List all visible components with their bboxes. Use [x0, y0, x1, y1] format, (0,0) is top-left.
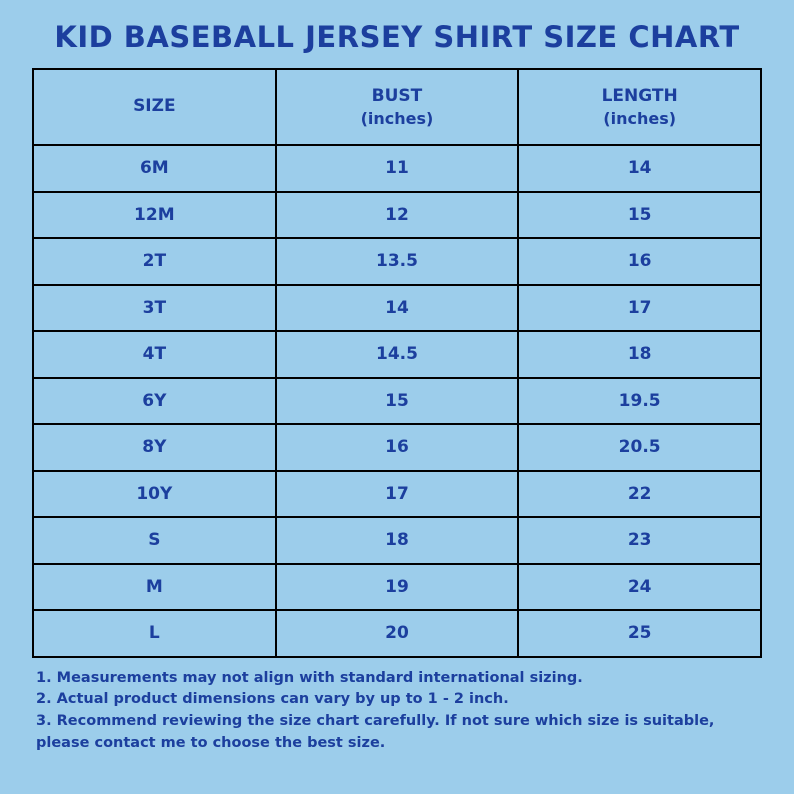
table-row: 6Y 15 19.5	[32, 376, 762, 425]
table-row: 6M 11 14	[32, 144, 762, 193]
table-cell: 14.5	[274, 330, 520, 379]
size-table: SIZE BUST (inches) LENGTH (inches)	[32, 68, 762, 658]
table-row: 12M 12 15	[32, 190, 762, 239]
table-row: 2T 13.5 16	[32, 237, 762, 286]
size-table-body: 6M 11 14 12M 12 15 2T 13.5 16 3T 14 17 4T 14.5 18 6Y 15 1…	[32, 144, 762, 658]
table-row: 4T 14.5 18	[32, 330, 762, 379]
table-cell: 4T	[32, 330, 277, 379]
table-cell: 17	[274, 469, 520, 518]
header-length-unit: (inches)	[603, 109, 677, 128]
table-cell: 6Y	[32, 376, 277, 425]
table-cell: M	[32, 562, 277, 611]
table-cell: 25	[517, 609, 762, 658]
table-cell: 11	[274, 144, 520, 193]
table-row: L 20 25	[32, 609, 762, 658]
table-cell: 10Y	[32, 469, 277, 518]
table-cell: L	[32, 609, 277, 658]
table-row: 8Y 16 20.5	[32, 423, 762, 472]
header-size-label: SIZE	[133, 95, 176, 116]
table-cell: 19.5	[517, 376, 762, 425]
header-cell-size: SIZE	[32, 68, 277, 146]
table-row: S 18 23	[32, 516, 762, 565]
table-cell: 20.5	[517, 423, 762, 472]
table-cell: 16	[274, 423, 520, 472]
table-cell: 3T	[32, 283, 277, 332]
header-cell-bust: BUST (inches)	[274, 68, 520, 146]
table-row: 3T 14 17	[32, 283, 762, 332]
table-cell: 22	[517, 469, 762, 518]
note-line: 3. Recommend reviewing the size chart ca…	[36, 713, 715, 751]
table-cell: 2T	[32, 237, 277, 286]
note-line: 1. Measurements may not align with stand…	[36, 669, 583, 686]
table-cell: S	[32, 516, 277, 565]
header-cell-length: LENGTH (inches)	[517, 68, 762, 146]
table-cell: 12M	[32, 190, 277, 239]
table-cell: 19	[274, 562, 520, 611]
table-row: M 19 24	[32, 562, 762, 611]
table-cell: 14	[274, 283, 520, 332]
size-table-header: SIZE BUST (inches) LENGTH (inches)	[32, 68, 762, 146]
header-bust-unit: (inches)	[360, 109, 434, 128]
table-cell: 8Y	[32, 423, 277, 472]
table-cell: 18	[517, 330, 762, 379]
note-line: 2. Actual product dimensions can vary by…	[36, 691, 509, 708]
table-row: 10Y 17 22	[32, 469, 762, 518]
table-cell: 6M	[32, 144, 277, 193]
table-cell: 14	[517, 144, 762, 193]
table-cell: 18	[274, 516, 520, 565]
table-cell: 12	[274, 190, 520, 239]
table-cell: 23	[517, 516, 762, 565]
notes-list: 1. Measurements may not align with stand…	[36, 668, 758, 755]
table-cell: 24	[517, 562, 762, 611]
table-cell: 15	[274, 376, 520, 425]
table-cell: 13.5	[274, 237, 520, 286]
table-cell: 15	[517, 190, 762, 239]
header-row: SIZE BUST (inches) LENGTH (inches)	[32, 68, 762, 146]
header-length-label: LENGTH	[601, 86, 678, 106]
header-bust-label: BUST	[371, 86, 423, 106]
table-cell: 17	[517, 283, 762, 332]
table-cell: 16	[517, 237, 762, 286]
page-title: KID BASEBALL JERSEY SHIRT SIZE CHART	[54, 20, 740, 54]
table-cell: 20	[274, 609, 520, 658]
